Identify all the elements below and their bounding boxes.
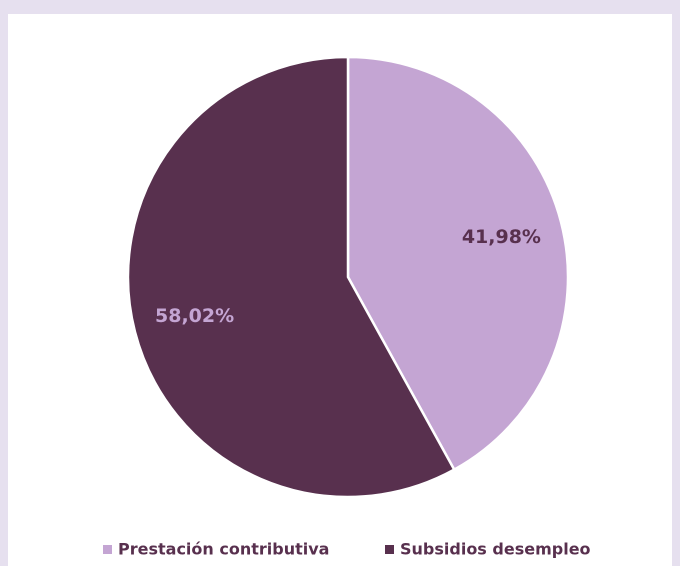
legend-swatch	[385, 545, 394, 554]
pie-slice	[346, 55, 570, 472]
legend-swatch	[103, 545, 112, 554]
data-label: 58,02%	[155, 305, 234, 327]
legend-label: Subsidios desempleo	[400, 540, 591, 559]
pie-slice	[126, 55, 456, 499]
legend-label: Prestación contributiva	[118, 540, 329, 559]
data-label: 41,98%	[462, 226, 541, 248]
